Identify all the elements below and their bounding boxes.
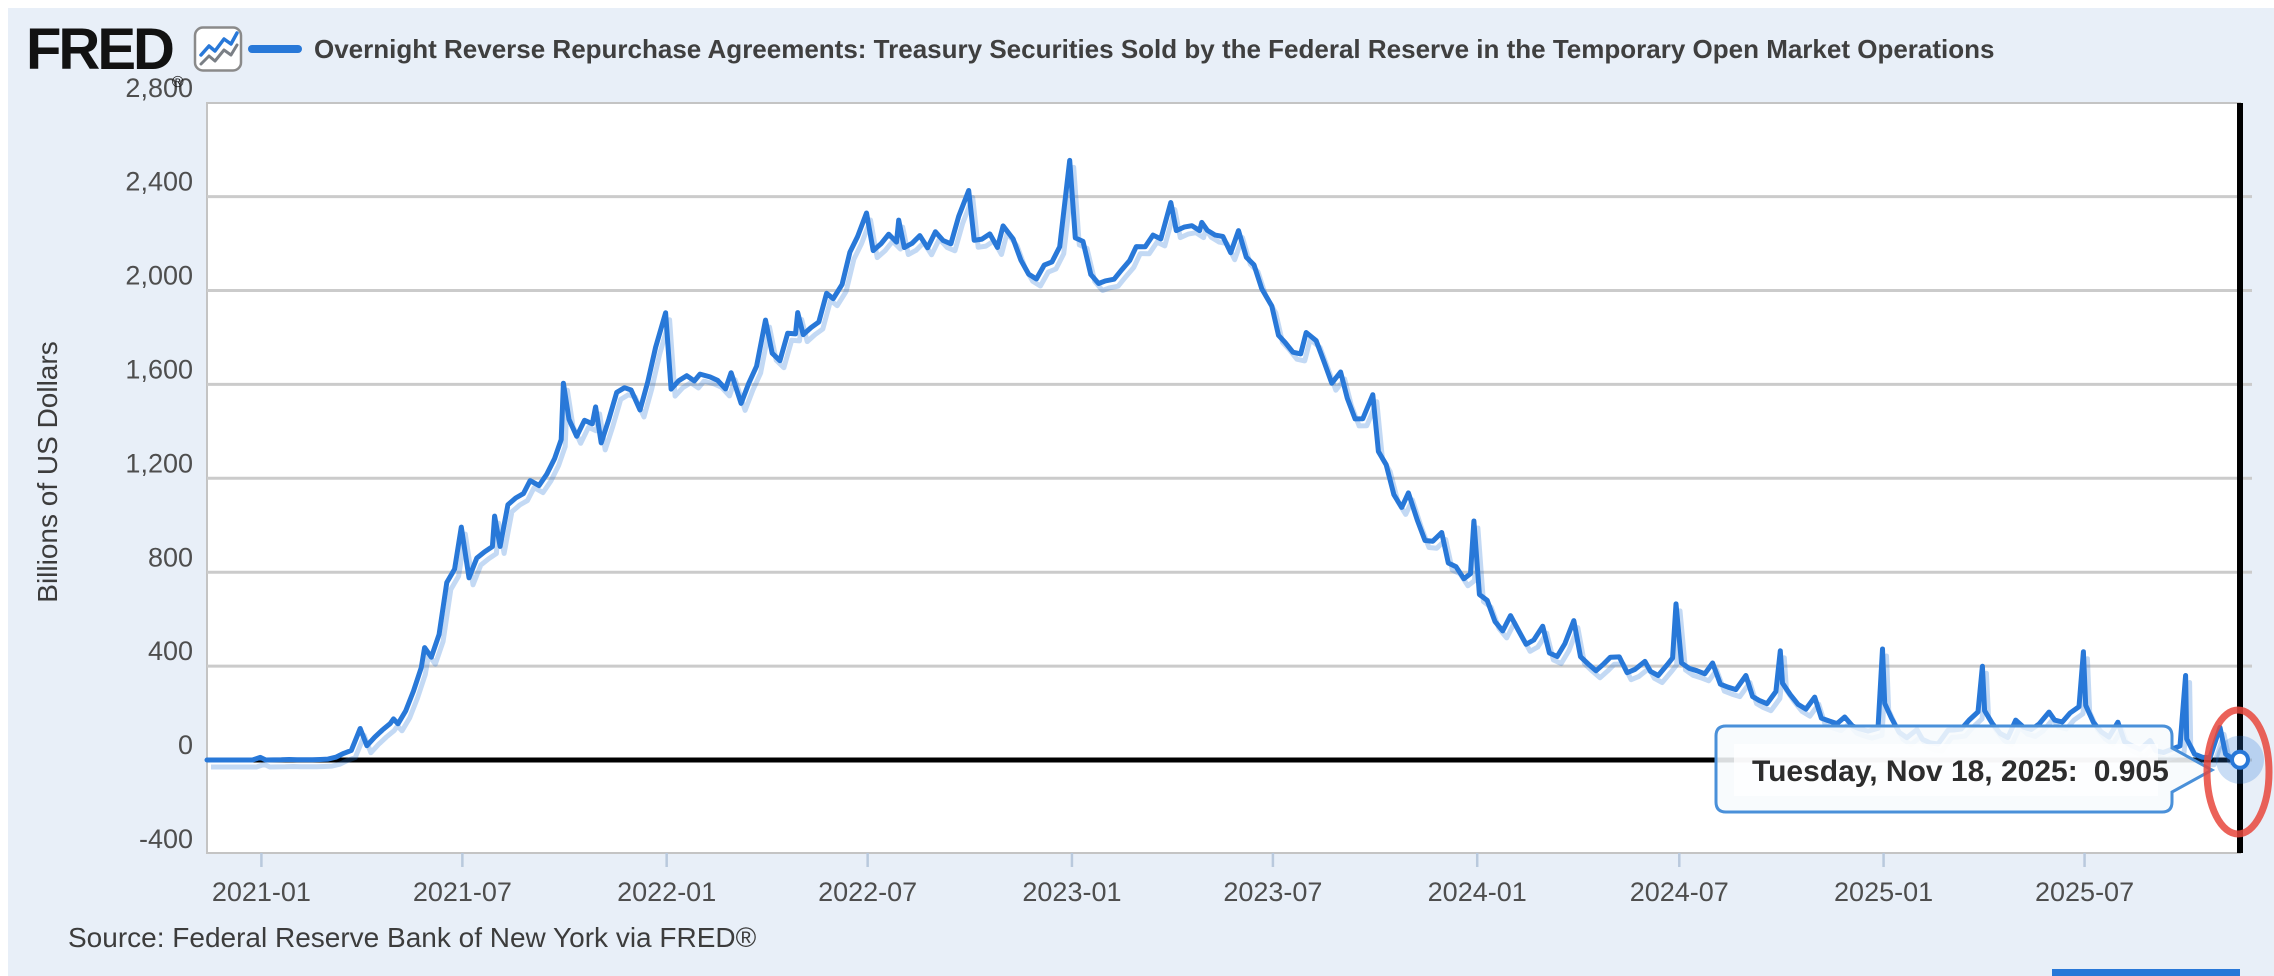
y-tick-label: 1,600 [125,355,193,385]
x-tick-label: 2022-01 [617,877,716,907]
header: FRED® Overnight Reverse Repurchase Agree… [0,0,2274,91]
y-tick-label: 1,200 [125,448,193,478]
tooltip-text: Tuesday, Nov 18, 2025: 0.905 [1752,755,2169,788]
y-tick-label: 2,400 [125,167,193,197]
y-axis-title: Billions of US Dollars [32,341,63,603]
y-tick-label: 400 [148,636,193,666]
y-tick-label: 2,000 [125,261,193,291]
x-tick-label: 2025-07 [2035,877,2134,907]
x-tick-label: 2021-07 [413,877,512,907]
x-tick-label: 2024-01 [1428,877,1527,907]
series-title[interactable]: Overnight Reverse Repurchase Agreements:… [314,34,1995,64]
tooltip-date: Tuesday, Nov 18, 2025: [1752,755,2078,788]
x-tick-label: 2024-07 [1630,877,1729,907]
source-note: Source: Federal Reserve Bank of New York… [68,922,757,953]
y-tick-label: -400 [139,824,193,854]
x-tick-label: 2022-07 [818,877,917,907]
x-tick-label: 2025-01 [1834,877,1933,907]
registered-mark: ® [171,74,184,91]
y-tick-label: 0 [178,730,193,760]
last-point-marker [2230,749,2250,770]
partial-hidden-button[interactable] [2052,969,2240,976]
y-tick-label: 800 [148,542,193,572]
tooltip-value: 0.905 [2094,755,2169,788]
fred-logo[interactable]: FRED® [26,17,184,91]
series-legend-swatch [248,45,302,53]
x-tick-label: 2023-07 [1223,877,1322,907]
x-tick-label: 2023-01 [1022,877,1121,907]
fred-chart-icon [193,26,243,72]
red-circle-annotation [2203,706,2273,838]
y-tick-label: 2,800 [125,73,193,103]
x-tick-label: 2021-01 [212,877,311,907]
tooltip-text-strip [1734,744,2158,796]
